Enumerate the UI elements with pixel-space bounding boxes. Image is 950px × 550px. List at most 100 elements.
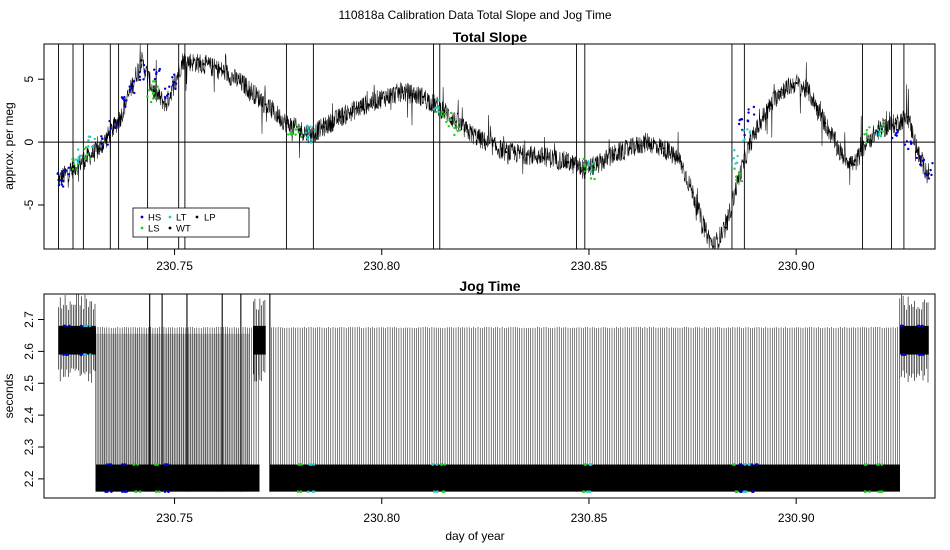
ls-marker: [132, 463, 136, 466]
jog-time-panel: Jog Time 230.75 230.80 230.85 230.902.22.32…: [2, 278, 936, 543]
ls-point: [733, 167, 736, 170]
wt-point: [359, 105, 363, 108]
x-tick-label: 230.85: [571, 511, 608, 525]
total-slope-panel: Total Slope 230.75 230.80 230.85 230.90 -5 0 5…: [2, 29, 936, 273]
hs-point: [138, 75, 141, 78]
ls-point: [740, 180, 744, 183]
ls-point: [864, 141, 868, 144]
ls-marker: [299, 490, 303, 493]
ls-point: [593, 168, 597, 171]
hs-point: [56, 172, 59, 176]
hs-point: [895, 134, 898, 137]
ls-point: [147, 89, 151, 92]
hs-marker: [755, 463, 759, 466]
lt-point: [309, 125, 312, 128]
ls-marker: [581, 490, 585, 493]
hs-point: [174, 82, 178, 85]
ls-marker: [135, 490, 138, 493]
hs-point: [173, 80, 176, 84]
wt-point: [645, 140, 649, 144]
ls-point: [453, 126, 456, 130]
wt-point: [567, 161, 570, 164]
ls-marker: [877, 463, 880, 466]
hs-marker: [167, 490, 170, 493]
lt-point: [87, 145, 90, 148]
lt-marker: [743, 463, 747, 466]
hs-marker: [123, 490, 127, 493]
hs-marker: [80, 324, 83, 328]
hs-point: [114, 121, 118, 124]
hs-point: [58, 179, 62, 182]
ls-marker: [136, 463, 140, 466]
x-tick-label: 230.90: [778, 511, 815, 525]
wt-point: [297, 128, 300, 131]
lt-point: [89, 135, 92, 139]
hs-point: [64, 169, 67, 173]
ls-point: [294, 128, 298, 131]
y-tick-label: -5: [22, 199, 36, 210]
wt-point: [749, 140, 752, 144]
lt-point: [437, 110, 441, 114]
wt-point: [119, 115, 122, 119]
wt-point: [525, 153, 528, 156]
x-tick-label: 230.75: [156, 511, 193, 525]
lt-point: [586, 160, 590, 163]
ls-point: [593, 177, 596, 181]
ls-marker: [138, 490, 142, 493]
lt-marker: [85, 324, 89, 328]
lt-marker: [312, 463, 316, 466]
ls-point: [458, 129, 462, 132]
lt-point: [879, 126, 882, 129]
hs-point: [746, 119, 749, 122]
wt-point: [840, 153, 843, 156]
ls-marker: [734, 490, 738, 493]
wt-point: [165, 103, 168, 106]
ls-point: [287, 133, 290, 136]
hs-marker: [919, 353, 923, 356]
hs-marker: [163, 490, 167, 493]
ls-point: [738, 172, 742, 175]
lt-marker: [89, 353, 92, 356]
ls-point: [441, 115, 445, 118]
wt-point: [140, 59, 143, 62]
wt-point: [662, 147, 665, 150]
hs-marker: [921, 324, 924, 328]
ls-marker: [440, 463, 444, 466]
hs-marker: [79, 353, 83, 356]
jog-high-start-lines: [58, 294, 96, 383]
y-tick-label: 2.7: [22, 311, 36, 328]
hs-point: [172, 84, 175, 87]
hs-marker: [903, 353, 907, 356]
ls-marker: [863, 490, 867, 493]
ls-point: [84, 146, 88, 149]
hs-marker: [751, 490, 754, 493]
hs-point: [128, 85, 131, 88]
lt-point: [434, 106, 437, 109]
wt-point: [484, 140, 487, 144]
hs-point: [142, 63, 146, 67]
ls-marker: [441, 490, 445, 493]
hs-point: [895, 131, 898, 135]
ls-point: [146, 95, 149, 98]
hs-marker: [901, 324, 905, 328]
ls-point: [882, 120, 885, 124]
wt-point: [202, 63, 205, 66]
ls-point: [152, 80, 155, 83]
total-slope-plot-frame: [43, 43, 936, 250]
ls-point: [72, 160, 75, 163]
lt-point: [590, 170, 593, 174]
lt-marker: [742, 490, 746, 493]
lt-marker: [589, 463, 593, 466]
ls-point: [151, 87, 154, 90]
ls-point: [457, 125, 460, 129]
ls-marker: [297, 463, 301, 466]
wt-point: [894, 122, 897, 125]
wt-point: [927, 172, 930, 175]
lt-point: [736, 154, 739, 158]
ls-point: [449, 111, 453, 115]
hs-point: [106, 143, 109, 146]
hs-point: [740, 118, 744, 121]
hs-point: [100, 135, 103, 138]
